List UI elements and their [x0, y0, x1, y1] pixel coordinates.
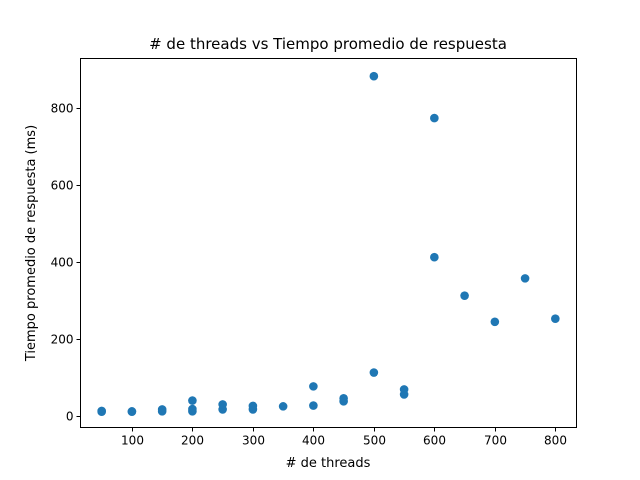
data-point [188, 396, 197, 405]
x-tick-label: 800 [544, 434, 567, 448]
data-point [490, 317, 500, 327]
y-axis-label: Tiempo promedio de respuesta (ms) [24, 125, 39, 362]
x-tick-label: 600 [423, 434, 446, 448]
x-tick-label: 200 [181, 434, 204, 448]
y-tick-label: 0 [66, 410, 74, 424]
data-point [551, 314, 560, 324]
x-tick-label: 500 [363, 434, 386, 448]
plot-area-frame [80, 58, 577, 428]
data-point [97, 406, 106, 416]
data-point [339, 393, 348, 403]
data-point [278, 402, 288, 411]
data-point [399, 385, 409, 394]
data-point [460, 291, 469, 300]
x-tick-label: 700 [484, 434, 507, 448]
y-tick-label: 400 [51, 256, 74, 270]
x-tick-label: 100 [121, 434, 144, 448]
data-point [309, 382, 318, 391]
data-point [188, 404, 197, 414]
x-tick-label: 300 [242, 434, 265, 448]
y-tick-label: 800 [51, 102, 74, 116]
data-point [248, 401, 258, 411]
data-point [430, 113, 439, 123]
x-axis-label: # de threads [286, 456, 371, 471]
y-tick-label: 200 [51, 333, 74, 347]
data-point [369, 368, 379, 377]
data-point [430, 252, 439, 262]
data-point [218, 400, 227, 409]
data-point [309, 401, 318, 410]
data-point [369, 71, 379, 81]
x-tick-label: 400 [302, 434, 325, 448]
data-point [520, 274, 530, 283]
data-point [127, 407, 137, 416]
axis-ticks: 100 200 300 400 500 600 700 800 0 200 400 600 800 [51, 102, 567, 448]
chart-title: # de threads vs Tiempo promedio de respu… [149, 35, 507, 53]
data-points [97, 71, 560, 417]
data-point [157, 405, 167, 414]
y-tick-label: 600 [51, 179, 74, 193]
